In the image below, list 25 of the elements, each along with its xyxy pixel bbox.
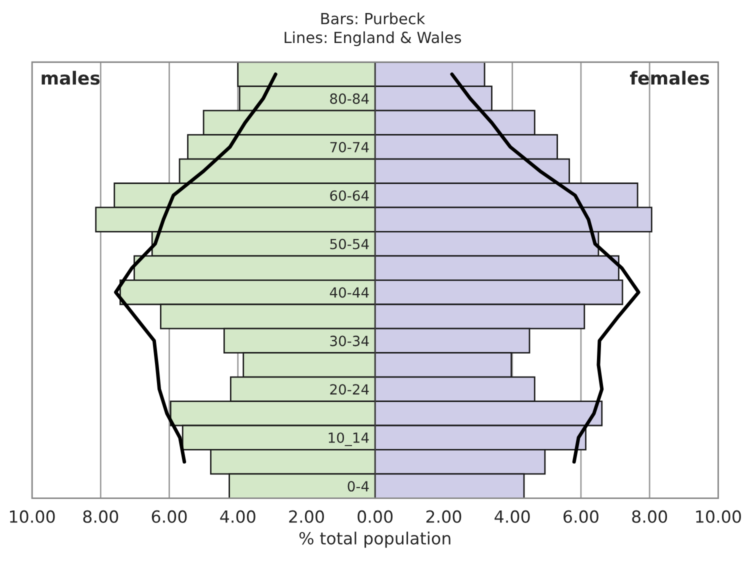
- annotation: males: [42, 70, 100, 85]
- x-tick-label: 0.00: [358, 510, 393, 523]
- x-tick-label: 10.00: [10, 510, 55, 523]
- x-tick-label: 4.00: [220, 510, 256, 523]
- x-tick-label: 10.00: [696, 510, 741, 523]
- x-tick-label: 6.00: [152, 510, 187, 523]
- x-tick-label: 8.00: [632, 510, 668, 523]
- y-tick-label: 50-54: [330, 238, 369, 250]
- y-tick-label: 40-44: [330, 287, 369, 298]
- y-tick-label: 70-74: [330, 142, 369, 152]
- y-tick-label: 20-24: [330, 384, 369, 395]
- x-tick-label: 2.00: [426, 510, 462, 523]
- x-tick-label: 2.00: [289, 510, 324, 523]
- y-tick-label: 80-84: [330, 93, 369, 104]
- annotation: females: [630, 70, 710, 85]
- x-tick-label: 4.00: [494, 510, 530, 523]
- chart-subtitle: Lines: England & Wales: [284, 31, 462, 46]
- x-axis-title: % total population: [299, 532, 450, 548]
- chart-title: Bars: Purbeck: [321, 12, 426, 24]
- y-tick-label: 30-34: [330, 336, 369, 346]
- x-tick-label: 6.00: [564, 510, 598, 523]
- y-tick-label: 60-64: [330, 190, 369, 201]
- x-tick-label: 8.00: [83, 510, 118, 523]
- y-tick-label: 0-4: [348, 481, 369, 492]
- y-tick-label: 10_14: [328, 432, 369, 446]
